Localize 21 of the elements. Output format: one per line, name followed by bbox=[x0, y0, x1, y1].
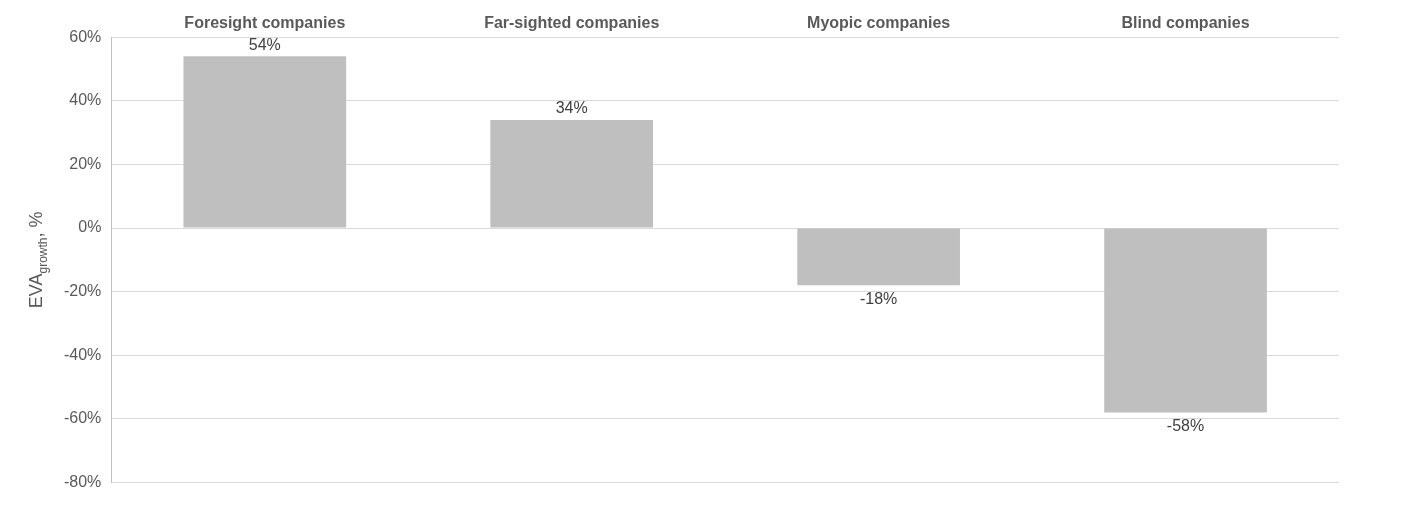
y-axis-title: EVAgrowth, % bbox=[26, 211, 50, 309]
data-label: 34% bbox=[555, 99, 588, 117]
y-tick-label: -20% bbox=[63, 282, 102, 300]
y-tick-label: 60% bbox=[69, 27, 102, 45]
bar bbox=[797, 228, 960, 286]
y-tick-label: -80% bbox=[63, 472, 102, 490]
x-tick-label: Blind companies bbox=[1121, 14, 1250, 32]
x-tick-label: Myopic companies bbox=[807, 14, 951, 32]
bar bbox=[490, 119, 654, 228]
y-tick-label: 20% bbox=[69, 154, 102, 172]
x-tick-label: Foresight companies bbox=[184, 14, 346, 32]
y-tick-label: 0% bbox=[78, 218, 102, 236]
bar bbox=[183, 56, 347, 228]
data-label: -58% bbox=[1166, 416, 1205, 434]
data-label: 54% bbox=[248, 35, 281, 53]
bar bbox=[1104, 228, 1267, 413]
y-tick-label: -40% bbox=[63, 345, 102, 363]
data-label: -18% bbox=[859, 289, 898, 307]
y-tick-label: -60% bbox=[63, 409, 102, 427]
y-tick-label: 40% bbox=[69, 91, 102, 109]
x-tick-label: Far-sighted companies bbox=[484, 14, 660, 32]
